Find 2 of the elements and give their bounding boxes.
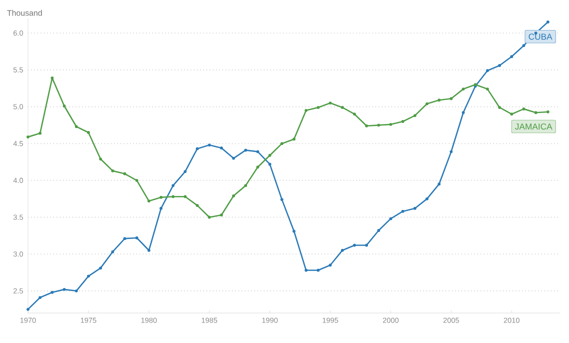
series-label: JAMAICA [515,123,552,130]
series-label: CUBA [528,34,552,40]
